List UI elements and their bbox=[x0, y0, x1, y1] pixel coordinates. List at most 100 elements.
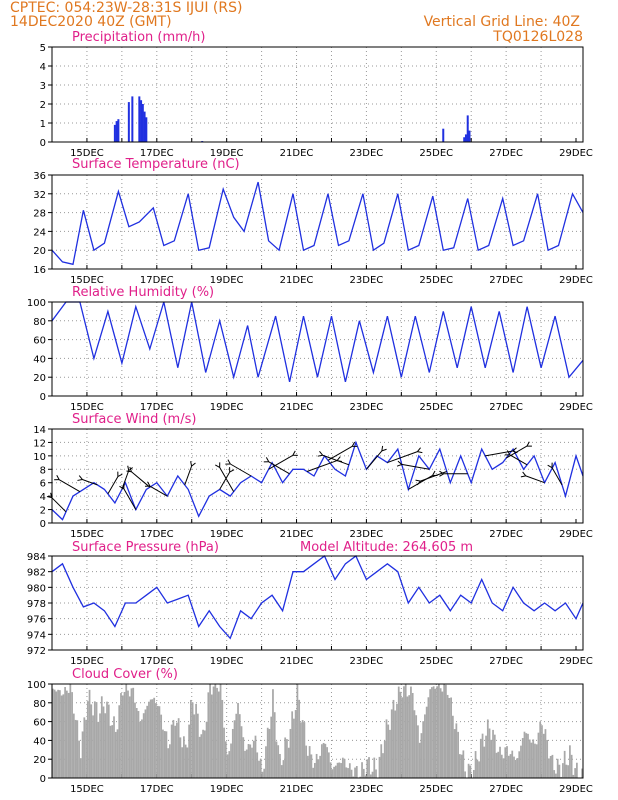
wind-arrow-head bbox=[147, 481, 151, 487]
cloud-bar bbox=[499, 746, 501, 778]
cloud-bar bbox=[186, 747, 189, 778]
cloud-bar bbox=[245, 749, 248, 778]
cloud-bar bbox=[534, 743, 536, 778]
cloud-bar bbox=[373, 757, 376, 778]
cloud-bar bbox=[163, 731, 166, 778]
cloud-bar bbox=[387, 724, 390, 778]
cloud-bar bbox=[52, 688, 54, 778]
date-label: 29DEC bbox=[559, 148, 593, 159]
y-tick-label: 20 bbox=[33, 373, 46, 384]
date-label: 29DEC bbox=[559, 275, 593, 286]
cloud-bar bbox=[333, 766, 335, 778]
y-tick-label: 60 bbox=[33, 336, 46, 347]
cloud-bar bbox=[464, 771, 466, 778]
cloud-bar bbox=[563, 750, 566, 778]
cloud-bar bbox=[65, 690, 68, 778]
cloud-bar bbox=[293, 718, 295, 778]
series-line bbox=[51, 440, 584, 521]
wind-arrow-head bbox=[319, 451, 324, 456]
cloud-bar bbox=[198, 736, 201, 778]
cloud-bar bbox=[502, 758, 505, 778]
panel-frame bbox=[51, 174, 584, 270]
wind-arrow bbox=[219, 467, 235, 492]
y-tick-label: 32 bbox=[33, 190, 46, 201]
cloud-bar bbox=[181, 747, 184, 778]
precip-bar bbox=[466, 115, 469, 142]
cloud-bar bbox=[431, 687, 433, 778]
cloud-bar bbox=[326, 747, 328, 778]
cloud-bar bbox=[92, 715, 94, 778]
cloud-bar bbox=[493, 734, 496, 778]
cloud-bar bbox=[118, 705, 121, 778]
cloud-bar bbox=[385, 719, 388, 778]
y-tick-label: 8 bbox=[40, 465, 46, 476]
wind-arrow bbox=[149, 485, 168, 497]
cloud-bar bbox=[341, 757, 344, 778]
cloud-bar bbox=[479, 738, 482, 778]
cloud-bar bbox=[350, 769, 353, 778]
cloud-bar bbox=[207, 692, 210, 778]
wind-arrow-head bbox=[117, 473, 123, 478]
date-label: 19DEC bbox=[210, 275, 244, 286]
wind-arrow-head bbox=[190, 461, 193, 467]
cloud-bar bbox=[170, 724, 173, 778]
cloud-bar bbox=[539, 721, 542, 778]
date-label: 23DEC bbox=[350, 529, 384, 540]
wind-arrow bbox=[268, 461, 290, 475]
cloud-bar bbox=[200, 734, 203, 778]
wind-arrow-head bbox=[215, 464, 220, 468]
cloud-bar bbox=[156, 705, 159, 778]
wind-arrow-head bbox=[381, 448, 387, 452]
wind-arrow-head bbox=[78, 475, 83, 480]
cloud-bar bbox=[55, 691, 58, 778]
wind-arrow-head bbox=[526, 441, 530, 447]
y-tick-label: 0 bbox=[40, 138, 46, 149]
date-label: 25DEC bbox=[419, 402, 453, 413]
panel-title: Precipitation (mm/h) bbox=[72, 30, 205, 45]
cloud-bar bbox=[254, 735, 257, 778]
cloud-bar bbox=[258, 760, 260, 778]
date-label: 17DEC bbox=[140, 275, 174, 286]
cloud-bar bbox=[420, 733, 423, 778]
cloud-bar bbox=[230, 743, 232, 778]
cloud-bar bbox=[62, 694, 65, 778]
panel-title: Relative Humidity (%) bbox=[72, 285, 214, 300]
wind-arrow-head bbox=[506, 450, 511, 456]
cloud-bar bbox=[160, 714, 163, 778]
cloud-bar bbox=[390, 709, 393, 778]
cloud-bar bbox=[359, 776, 362, 778]
cloud-bar bbox=[334, 765, 337, 778]
date-label: 21DEC bbox=[280, 656, 314, 667]
cloud-bar bbox=[560, 776, 563, 778]
panel-frame bbox=[51, 683, 584, 779]
date-label: 15DEC bbox=[70, 402, 104, 413]
y-tick-label: 1 bbox=[40, 119, 46, 130]
cloud-bar bbox=[562, 763, 564, 778]
cloud-bar bbox=[158, 706, 161, 778]
cloud-bar bbox=[300, 722, 302, 778]
date-label: 19DEC bbox=[210, 402, 244, 413]
cloud-bar bbox=[244, 750, 246, 778]
cloud-bar bbox=[509, 754, 512, 778]
cloud-bar bbox=[141, 719, 143, 778]
cloud-bar bbox=[438, 684, 440, 778]
cloud-bar bbox=[434, 688, 437, 778]
cloud-bar bbox=[289, 728, 292, 778]
cloud-bar bbox=[282, 760, 285, 778]
panel-5: Surface Pressure (hPa) Model Altitude: 26… bbox=[27, 540, 593, 667]
wind-arrow bbox=[131, 471, 151, 488]
precip-bar bbox=[115, 121, 118, 142]
cloud-bar bbox=[382, 753, 384, 778]
cloud-bar bbox=[106, 701, 108, 778]
cloud-bar bbox=[348, 763, 351, 778]
cloud-bar bbox=[235, 713, 238, 778]
cloud-bar bbox=[411, 693, 414, 778]
cloud-bar bbox=[415, 715, 418, 778]
cloud-bar bbox=[64, 687, 66, 778]
cloud-bar bbox=[71, 692, 73, 778]
date-label: 17DEC bbox=[140, 402, 174, 413]
precip-bar bbox=[131, 96, 134, 142]
cloud-bar bbox=[263, 768, 266, 778]
cloud-bar bbox=[378, 756, 381, 778]
cloud-bar bbox=[312, 767, 315, 778]
